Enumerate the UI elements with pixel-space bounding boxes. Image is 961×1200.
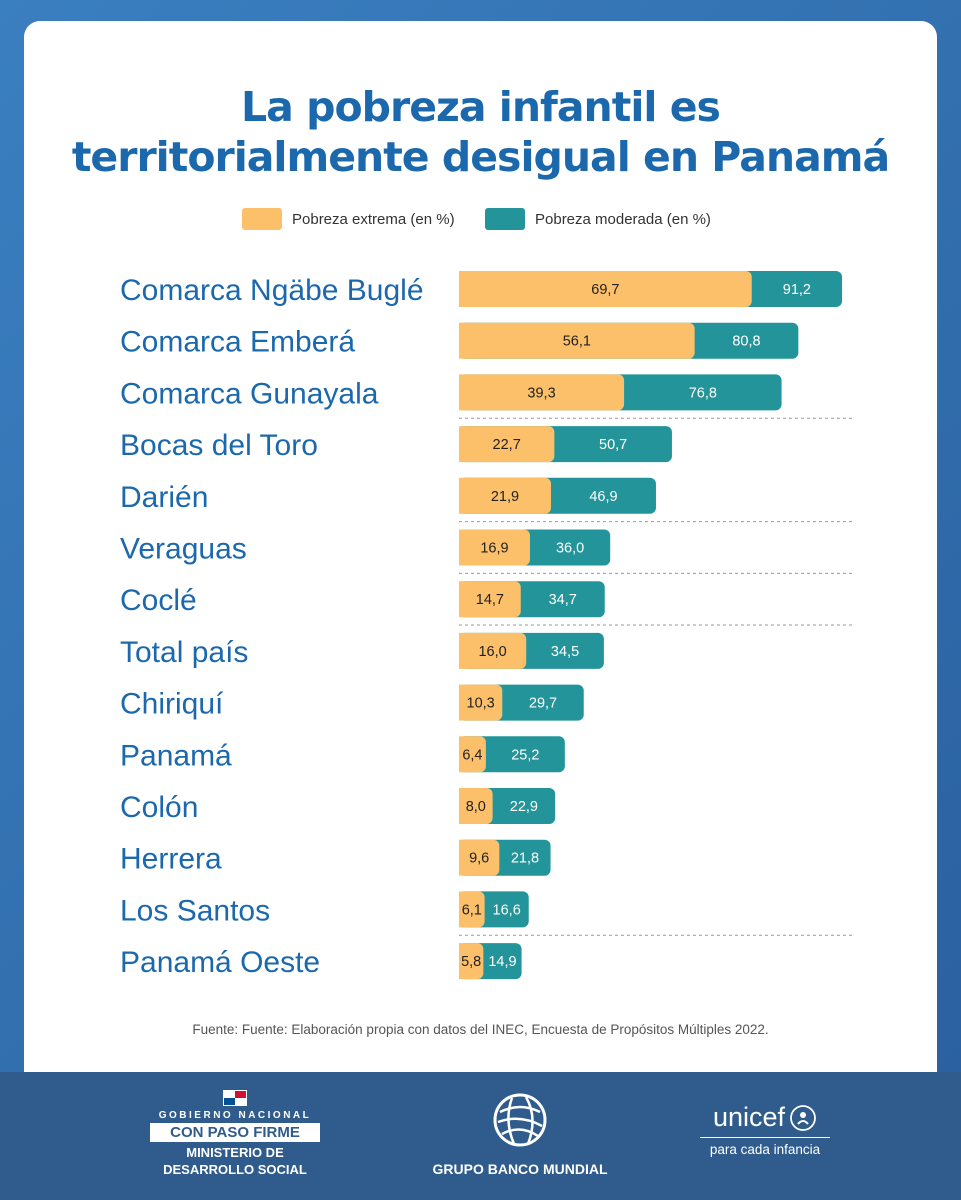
source-note: Fuente: Fuente: Elaboración propia con d… (192, 1022, 769, 1037)
legend-label-moderate: Pobreza moderada (en %) (535, 210, 711, 228)
bar-extreme-corner-row-4 (459, 477, 467, 514)
unicef-logo: unicef para cada infancia (700, 1102, 830, 1157)
bar-extreme-row-10 (459, 788, 493, 824)
data-label-extreme: 39,3 (527, 385, 555, 401)
data-label-extreme: 16,9 (480, 541, 508, 557)
category-label: Veraguas (120, 533, 247, 566)
bar-extreme-row-3 (459, 426, 555, 463)
bar-extreme-corner-row-2 (459, 374, 467, 411)
gov-line-4: DESARROLLO SOCIAL (163, 1162, 307, 1177)
bar-extreme-corner-row-0 (459, 271, 467, 307)
title-line-1: La pobreza infantil es (241, 83, 721, 131)
title-line-2: territorialmente desigual en Panamá (71, 133, 890, 181)
data-label-extreme: 10,3 (467, 696, 495, 712)
data-label-extreme: 16,0 (478, 644, 506, 660)
category-label: Bocas del Toro (120, 429, 318, 462)
data-label-moderate: 16,6 (493, 902, 521, 918)
data-label-extreme: 69,7 (591, 282, 619, 298)
unicef-tagline: para cada infancia (700, 1137, 830, 1157)
data-label-extreme: 9,6 (469, 851, 489, 867)
data-label-moderate: 21,8 (511, 851, 539, 867)
data-label-moderate: 46,9 (589, 489, 617, 505)
data-label-moderate: 80,8 (732, 334, 760, 350)
data-label-extreme: 56,1 (563, 334, 591, 350)
bar-extreme-corner-row-5 (459, 529, 467, 566)
category-label: Colón (120, 791, 198, 824)
category-label: Coclé (120, 584, 197, 617)
bar-extreme-corner-row-12 (459, 891, 467, 928)
unicef-name: unicef (712, 1102, 786, 1132)
bar-extreme-corner-row-1 (459, 322, 467, 359)
category-label: Chiriquí (120, 688, 224, 721)
category-label: Panamá Oeste (120, 946, 320, 979)
legend-label-extreme: Pobreza extrema (en %) (292, 210, 455, 228)
bar-extreme-corner-row-10 (459, 788, 467, 824)
panama-flag-icon (223, 1090, 247, 1106)
bar-extreme-row-8 (459, 684, 503, 721)
data-label-moderate: 50,7 (599, 437, 627, 453)
data-label-moderate: 29,7 (529, 696, 557, 712)
legend-swatch-moderate (485, 208, 525, 230)
bar-extreme-corner-row-9 (459, 736, 467, 773)
legend-item-extreme: Pobreza extrema (en %) (242, 208, 455, 230)
bar-extreme-row-4 (459, 477, 551, 514)
data-label-moderate: 25,2 (511, 747, 539, 763)
bar-extreme-row-2 (459, 374, 625, 411)
chart-legend: Pobreza extrema (en %) Pobreza moderada … (0, 208, 961, 232)
bar-extreme-corner-row-3 (459, 426, 467, 463)
gov-line-2: CON PASO FIRME (150, 1123, 320, 1142)
category-label: Panamá (120, 739, 232, 772)
data-label-moderate: 36,0 (556, 541, 584, 557)
gov-line-3: MINISTERIO DE (186, 1145, 284, 1160)
bar-extreme-row-6 (459, 581, 521, 618)
data-label-moderate: 34,7 (549, 592, 577, 608)
world-bank-logo: GRUPO BANCO MUNDIAL (410, 1092, 630, 1177)
footer-bar: GOBIERNO NACIONAL CON PASO FIRME MINISTE… (0, 1072, 961, 1200)
bar-extreme-corner-row-8 (459, 684, 467, 721)
bar-extreme-row-11 (459, 839, 500, 876)
bar-extreme-corner-row-6 (459, 581, 467, 618)
category-label: Comarca Gunayala (120, 377, 379, 410)
category-label: Los Santos (120, 894, 270, 927)
gov-line-1: GOBIERNO NACIONAL (158, 1110, 312, 1121)
data-label-extreme: 14,7 (476, 592, 504, 608)
bar-extreme-row-7 (459, 632, 527, 669)
bar-extreme-corner-row-11 (459, 839, 467, 876)
category-label: Herrera (120, 843, 222, 876)
data-label-extreme: 21,9 (491, 489, 519, 505)
bar-extreme-row-1 (459, 322, 695, 359)
world-bank-name: GRUPO BANCO MUNDIAL (432, 1161, 608, 1177)
bar-extreme-row-0 (459, 271, 752, 307)
category-label: Comarca Emberá (120, 326, 355, 359)
globe-icon (493, 1093, 547, 1147)
data-label-extreme: 6,1 (462, 902, 482, 918)
data-label-moderate: 76,8 (689, 385, 717, 401)
bar-extreme-row-5 (459, 529, 530, 566)
unicef-emblem-icon (790, 1104, 816, 1131)
data-label-extreme: 8,0 (466, 799, 486, 815)
data-label-extreme: 5,8 (461, 954, 481, 970)
bar-extreme-corner-row-7 (459, 632, 467, 669)
data-label-moderate: 22,9 (510, 799, 538, 815)
category-label: Darién (120, 481, 208, 514)
data-label-moderate: 34,5 (551, 644, 579, 660)
legend-item-moderate: Pobreza moderada (en %) (485, 208, 711, 230)
bar-extreme-corner-row-13 (459, 943, 467, 980)
category-label: Total país (120, 636, 248, 669)
data-label-moderate: 91,2 (783, 282, 811, 298)
legend-swatch-extreme (242, 208, 282, 230)
data-label-moderate: 14,9 (488, 954, 516, 970)
category-label: Comarca Ngäbe Buglé (120, 274, 424, 307)
gobierno-logo: GOBIERNO NACIONAL CON PASO FIRME MINISTE… (130, 1090, 340, 1178)
data-label-extreme: 22,7 (493, 437, 521, 453)
chart-title: La pobreza infantil es territorialmente … (0, 82, 961, 182)
data-label-extreme: 6,4 (462, 747, 482, 763)
bar-chart: Comarca Ngäbe Buglé 69,7 91,2 Comarca Ember… (120, 271, 852, 980)
